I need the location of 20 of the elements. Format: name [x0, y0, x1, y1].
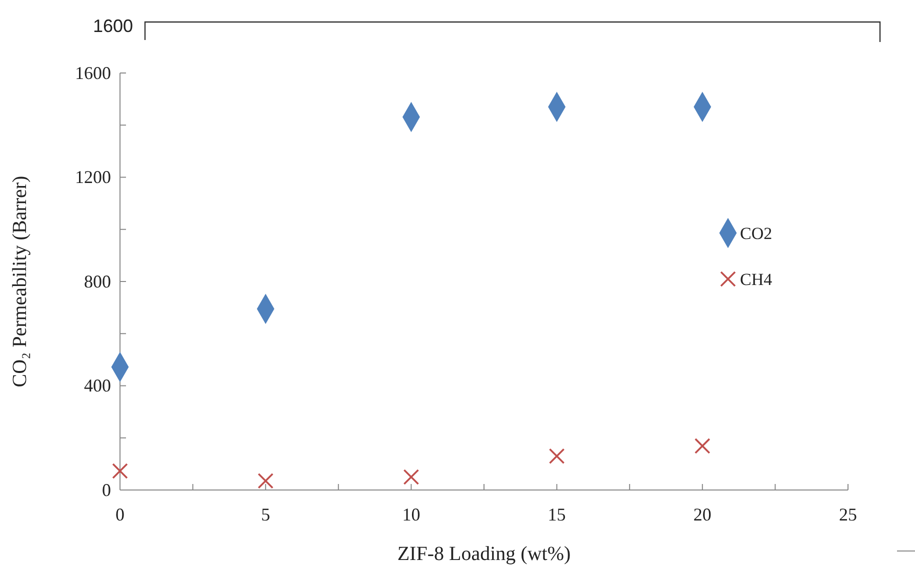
x-tick-label: 15: [548, 504, 566, 525]
point: [258, 472, 274, 489]
x-tick-label: 25: [839, 504, 857, 525]
x-tick-label: 5: [261, 504, 270, 525]
y-tick-label: 400: [84, 376, 111, 396]
legend-label: CH4: [740, 270, 773, 289]
y-tick-label: 0: [102, 480, 111, 500]
y-tick-label: 1600: [75, 62, 111, 83]
x-tick-label: 0: [116, 504, 124, 525]
x-tick-label: 20: [693, 504, 712, 525]
point: [403, 469, 420, 485]
y-axis-title: CO₂ Permeability (Barrer): [9, 176, 31, 388]
point: [548, 448, 565, 464]
x-tick-label: 10: [402, 504, 420, 525]
point: [694, 438, 710, 454]
x-axis-title: ZIF-8 Loading (wt%): [397, 543, 571, 565]
point: [112, 463, 128, 479]
y-tick-label: 800: [84, 271, 111, 292]
legend-label: CO2: [740, 224, 772, 243]
y-tick-label: 1200: [75, 167, 111, 188]
